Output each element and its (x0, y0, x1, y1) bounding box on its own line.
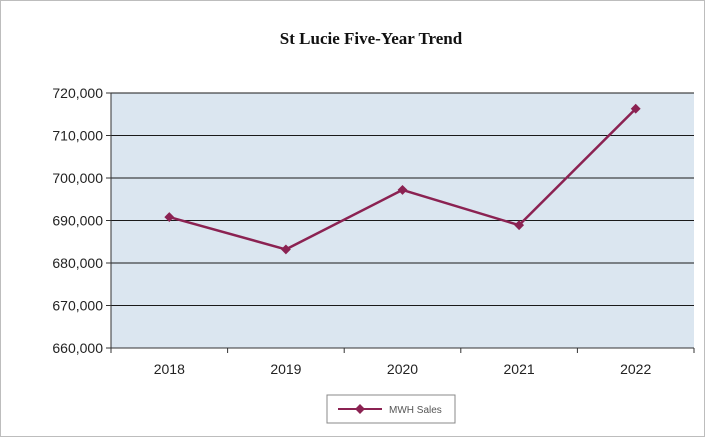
axes (106, 92, 695, 353)
x-tick-label: 2019 (270, 361, 301, 377)
legend-diamond-marker-icon (355, 404, 365, 414)
y-tick-label: 700,000 (52, 170, 103, 186)
x-tick-label: 2022 (620, 361, 651, 377)
x-axis-tick-labels: 2018 2019 2020 2021 2022 (154, 361, 652, 377)
y-tick-label: 670,000 (52, 298, 103, 314)
data-point-marker (164, 212, 175, 223)
chart-title: St Lucie Five-Year Trend (280, 29, 463, 48)
legend-label: MWH Sales (389, 405, 442, 416)
y-tick-label: 660,000 (52, 340, 103, 356)
y-tick-label: 710,000 (52, 128, 103, 144)
data-point-marker (397, 184, 408, 195)
x-tick-label: 2018 (154, 361, 185, 377)
data-point-marker (514, 220, 525, 231)
series-layer (164, 103, 641, 255)
x-tick-label: 2020 (387, 361, 418, 377)
data-point-marker (630, 103, 641, 114)
y-axis-tick-labels: 660,000 670,000 680,000 690,000 700,000 710,0… (52, 85, 103, 356)
gridlines (111, 92, 694, 306)
x-tick-label: 2021 (504, 361, 535, 377)
legend: MWH Sales (326, 394, 456, 424)
y-tick-label: 720,000 (52, 85, 103, 101)
y-tick-label: 680,000 (52, 255, 103, 271)
data-point-marker (280, 244, 291, 255)
y-tick-label: 690,000 (52, 213, 103, 229)
